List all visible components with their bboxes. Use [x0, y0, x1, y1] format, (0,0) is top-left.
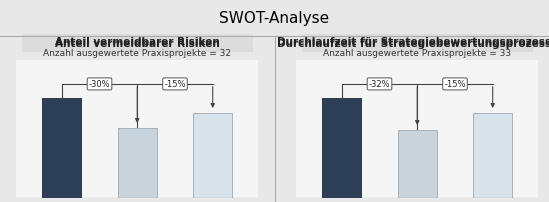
Text: -15%: -15%	[444, 80, 466, 89]
Bar	[473, 113, 512, 198]
Text: Anzahl ausgewertete Praxisprojekte = 33: Anzahl ausgewertete Praxisprojekte = 33	[323, 49, 511, 58]
Bar	[322, 98, 361, 198]
Text: Anzahl ausgewertete Praxisprojekte = 32: Anzahl ausgewertete Praxisprojekte = 32	[43, 49, 231, 58]
Text: Anteil vermeidbarer Risiken: Anteil vermeidbarer Risiken	[55, 36, 220, 46]
Bar	[117, 128, 157, 198]
Text: -15%: -15%	[164, 80, 186, 89]
Text: SWOT-Analyse: SWOT-Analyse	[220, 11, 329, 26]
Text: Durchlaufzeit für Strategiebewertungsprozesse: Durchlaufzeit für Strategiebewertungspro…	[277, 36, 549, 46]
Text: Durchlaufzeit für Strategiebewertungsprozesse: Durchlaufzeit für Strategiebewertungspro…	[277, 38, 549, 48]
Text: -30%: -30%	[89, 80, 110, 89]
Bar	[42, 98, 81, 198]
Text: -32%: -32%	[369, 80, 390, 89]
Bar	[193, 113, 232, 198]
Text: Anteil vermeidbarer Risiken: Anteil vermeidbarer Risiken	[55, 38, 220, 48]
Bar	[397, 130, 437, 198]
